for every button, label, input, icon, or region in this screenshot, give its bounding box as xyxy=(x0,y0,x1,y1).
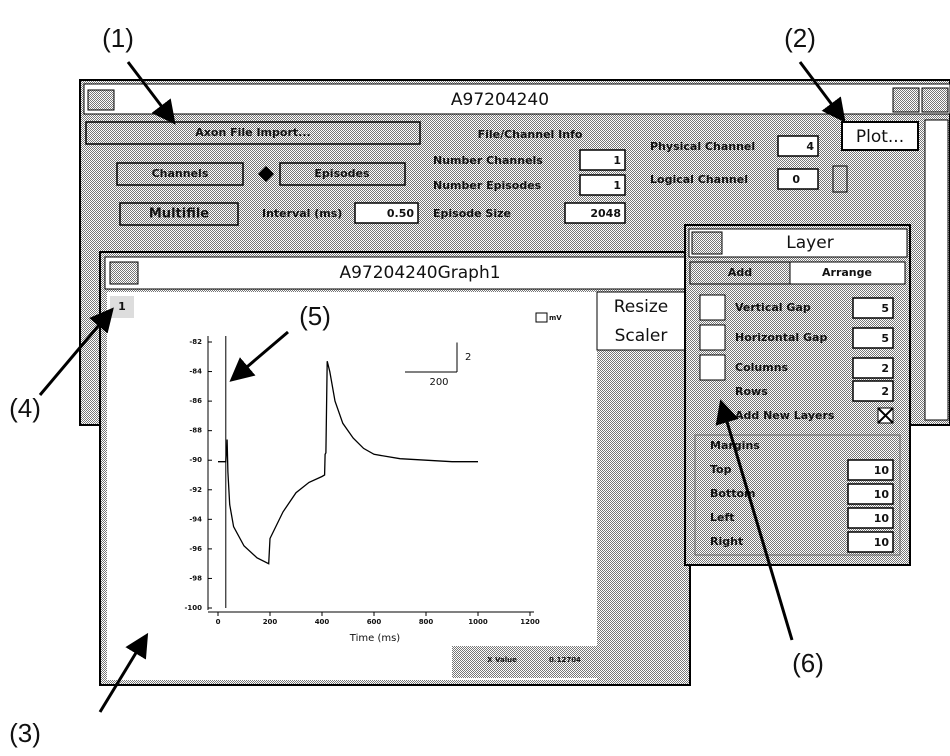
field-value: 4 xyxy=(806,140,814,153)
annotation: (4) xyxy=(9,393,41,423)
layer-window: Layer Add Arrange Vertical Gap 5 Horizon… xyxy=(685,225,910,565)
field-value: 10 xyxy=(874,488,890,501)
system-menu[interactable] xyxy=(692,232,722,254)
button-label: Axon File Import... xyxy=(195,126,310,139)
field-value: 5 xyxy=(881,302,889,315)
button-label: Multifile xyxy=(149,207,209,222)
x-tick-label: 800 xyxy=(419,618,434,626)
field-value: 10 xyxy=(874,536,890,549)
annotation: (1) xyxy=(102,23,134,53)
label: Columns xyxy=(735,361,789,374)
tab-label: Add xyxy=(728,266,752,279)
window-title: A97204240Graph1 xyxy=(339,263,500,283)
window-title: Layer xyxy=(786,233,833,253)
legend-label: mV xyxy=(549,314,562,322)
legend-swatch xyxy=(536,313,547,322)
y-tick-label: -90 xyxy=(189,456,202,464)
graph-window: A97204240Graph1 1 Resize Scaler X Value … xyxy=(100,252,690,685)
label: Episode Size xyxy=(433,207,511,220)
icon[interactable] xyxy=(700,355,725,380)
system-menu[interactable] xyxy=(110,262,138,284)
x-tick-label: 1000 xyxy=(468,618,488,626)
label: Left xyxy=(710,511,735,524)
system-menu[interactable] xyxy=(88,90,114,110)
status-value: 0.12704 xyxy=(549,656,581,664)
minimize[interactable] xyxy=(893,88,919,112)
x-tick-label: 200 xyxy=(263,618,278,626)
icon[interactable] xyxy=(700,295,725,320)
y-tick-label: -94 xyxy=(189,515,202,523)
window-title: A97204240 xyxy=(451,90,549,110)
heading: File/Channel Info xyxy=(478,128,583,141)
field-value: 2 xyxy=(881,385,889,398)
field-value: 10 xyxy=(874,512,890,525)
label: Number Episodes xyxy=(433,179,542,192)
spinner[interactable] xyxy=(833,166,847,192)
x-axis-title: Time (ms) xyxy=(349,633,401,644)
button-label: Scaler xyxy=(615,326,668,346)
label: Add New Layers xyxy=(735,409,835,422)
label: Horizontal Gap xyxy=(735,331,827,344)
label: Logical Channel xyxy=(650,173,748,186)
button-label: Episodes xyxy=(314,167,370,180)
scrollbar[interactable] xyxy=(925,120,948,420)
field-value: 2048 xyxy=(590,207,621,220)
y-tick-label: -96 xyxy=(189,545,202,553)
y-tick-label: -84 xyxy=(189,368,202,376)
field-value: 2 xyxy=(881,362,889,375)
y-tick-label: -92 xyxy=(189,486,202,494)
screenshot: A97204240 Axon File Import... File/Chann… xyxy=(0,0,950,756)
icon[interactable] xyxy=(700,325,725,350)
annotation: (2) xyxy=(784,23,816,53)
x-tick-label: 400 xyxy=(315,618,330,626)
field-value: 10 xyxy=(874,464,890,477)
field-value: 1 xyxy=(613,179,621,192)
button-label: Resize xyxy=(614,297,668,317)
maximize[interactable] xyxy=(922,88,948,112)
scale-bar-x-label: 200 xyxy=(429,377,448,388)
field-value: 0 xyxy=(792,173,800,186)
y-tick-label: -100 xyxy=(184,604,202,612)
label: Top xyxy=(710,463,732,476)
annotation: (5) xyxy=(299,301,331,331)
label: Number Channels xyxy=(433,154,543,167)
field-value: 1 xyxy=(613,154,621,167)
y-tick-label: -86 xyxy=(189,397,202,405)
button-label: 1 xyxy=(118,300,126,313)
x-tick-label: 600 xyxy=(367,618,382,626)
button-label: Channels xyxy=(152,167,209,180)
scale-bar-y-label: 2 xyxy=(465,352,471,363)
label: Interval (ms) xyxy=(262,207,342,220)
label: Physical Channel xyxy=(650,140,755,153)
y-tick-label: -98 xyxy=(189,574,202,582)
status-label: X Value xyxy=(487,656,517,664)
tab-label: Arrange xyxy=(822,266,872,279)
y-tick-label: -82 xyxy=(189,338,202,346)
annotation: (3) xyxy=(9,718,41,748)
y-tick-label: -88 xyxy=(189,427,202,435)
label: Rows xyxy=(735,385,768,398)
field-value: 5 xyxy=(881,332,889,345)
annotation: (6) xyxy=(792,648,824,678)
label: Right xyxy=(710,535,743,548)
label: Vertical Gap xyxy=(735,301,811,314)
button-label: Plot... xyxy=(856,127,904,147)
x-tick-label: 0 xyxy=(216,618,221,626)
x-tick-label: 1200 xyxy=(520,618,540,626)
field-value: 0.50 xyxy=(387,207,414,220)
